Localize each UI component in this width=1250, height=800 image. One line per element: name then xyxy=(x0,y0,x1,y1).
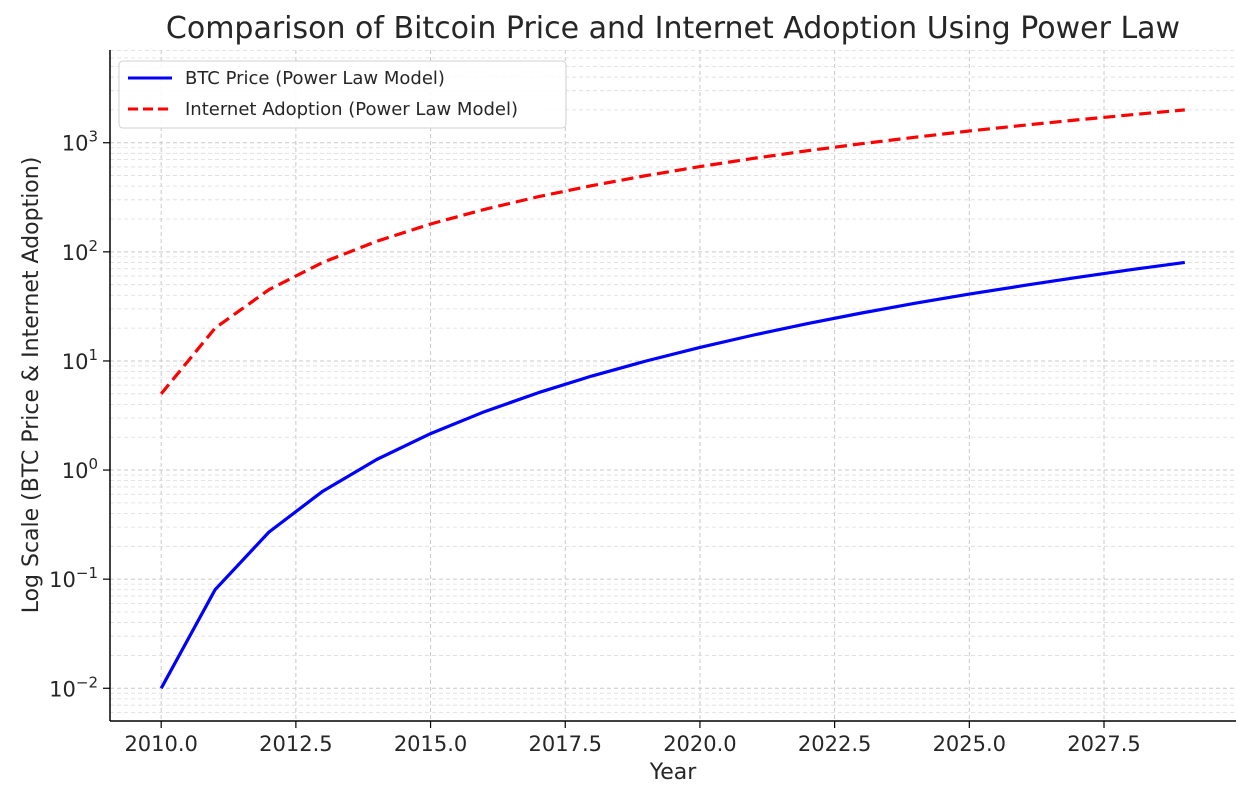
grid xyxy=(110,50,1236,721)
chart-title: Comparison of Bitcoin Price and Internet… xyxy=(166,11,1180,46)
y-tick-label: 103 xyxy=(62,128,98,156)
x-tick-label: 2027.5 xyxy=(1067,732,1140,756)
y-axis-ticks: 10−2 10−1 100 101 102 103 xyxy=(49,128,110,701)
x-tick-label: 2022.5 xyxy=(798,732,871,756)
legend: BTC Price (Power Law Model) Internet Ado… xyxy=(118,60,567,129)
x-tick-label: 2015.0 xyxy=(394,732,467,756)
x-axis-label: Year xyxy=(649,760,698,785)
series-lines xyxy=(159,108,1186,690)
y-tick-label: 100 xyxy=(62,455,98,483)
y-tick-label: 101 xyxy=(62,346,98,374)
y-tick-label: 10−2 xyxy=(49,673,98,701)
btc-price-line xyxy=(159,260,1186,690)
legend-label-btc: BTC Price (Power Law Model) xyxy=(185,68,445,89)
x-axis-ticks: 2010.0 2012.5 2015.0 2017.5 2020.0 2022.5 2025… xyxy=(124,721,1141,756)
x-tick-label: 2025.0 xyxy=(933,732,1006,756)
internet-adoption-line xyxy=(159,108,1185,395)
x-tick-label: 2017.5 xyxy=(529,732,602,756)
legend-label-internet: Internet Adoption (Power Law Model) xyxy=(185,99,518,120)
x-tick-label: 2020.0 xyxy=(663,732,736,756)
y-axis-label: Log Scale (BTC Price & Internet Adoption… xyxy=(19,157,44,614)
x-tick-label: 2010.0 xyxy=(124,732,197,756)
y-tick-label: 10−1 xyxy=(49,564,98,592)
y-tick-label: 102 xyxy=(62,237,98,265)
x-tick-label: 2012.5 xyxy=(259,732,332,756)
legend-box xyxy=(118,60,567,129)
